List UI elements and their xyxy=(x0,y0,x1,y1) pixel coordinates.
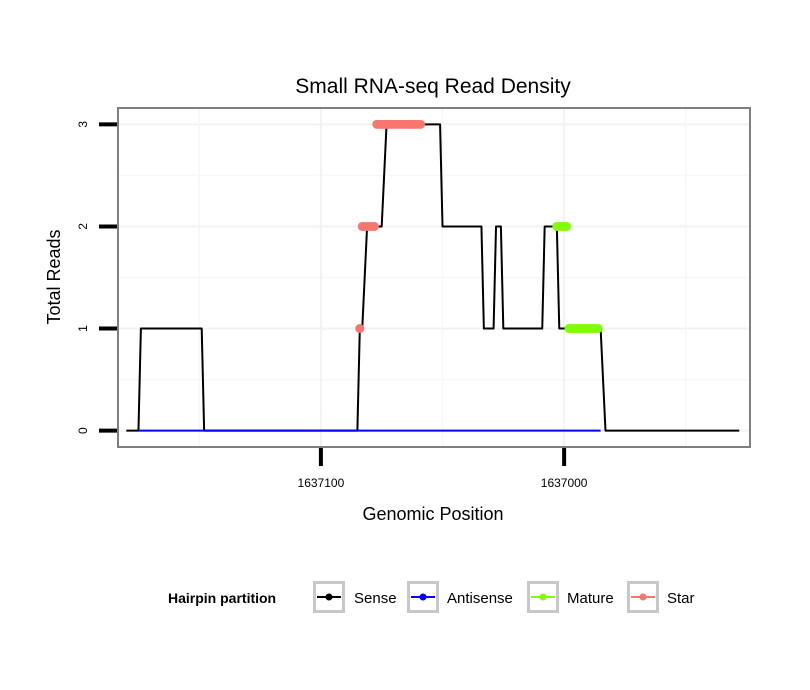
legend-label-sense: Sense xyxy=(354,590,397,607)
y-tick-label: 0 xyxy=(76,427,90,434)
star-point xyxy=(416,119,426,129)
legend-dot-sense xyxy=(325,593,333,601)
chart-title: Small RNA-seq Read Density xyxy=(295,75,571,98)
y-tick-label: 3 xyxy=(76,121,90,128)
legend-title: Hairpin partition xyxy=(168,590,276,606)
x-tick-label: 1637100 xyxy=(298,476,345,490)
legend-dot-antisense xyxy=(419,593,427,601)
legend-label-mature: Mature xyxy=(567,590,614,607)
sense-line xyxy=(126,123,740,432)
mature-point xyxy=(562,221,572,231)
y-tick-label: 1 xyxy=(76,325,90,332)
y-tick-label: 2 xyxy=(76,223,90,230)
series-layer xyxy=(126,119,740,432)
star-point xyxy=(355,324,365,334)
panel-border xyxy=(117,107,751,448)
axes: 0 1 2 3 1637100 1637000 xyxy=(76,121,588,490)
x-axis-title: Genomic Position xyxy=(362,504,503,524)
mature-point xyxy=(593,324,603,334)
y-axis-title: Total Reads xyxy=(44,229,64,324)
legend: Hairpin partition Sense Antisense Mature St… xyxy=(168,581,695,613)
grid xyxy=(119,109,749,446)
legend-dot-star xyxy=(639,593,647,601)
star-point xyxy=(369,221,379,231)
x-tick-label: 1637000 xyxy=(541,476,588,490)
legend-dot-mature xyxy=(539,593,547,601)
legend-label-star: Star xyxy=(667,590,695,607)
legend-label-antisense: Antisense xyxy=(447,590,513,607)
